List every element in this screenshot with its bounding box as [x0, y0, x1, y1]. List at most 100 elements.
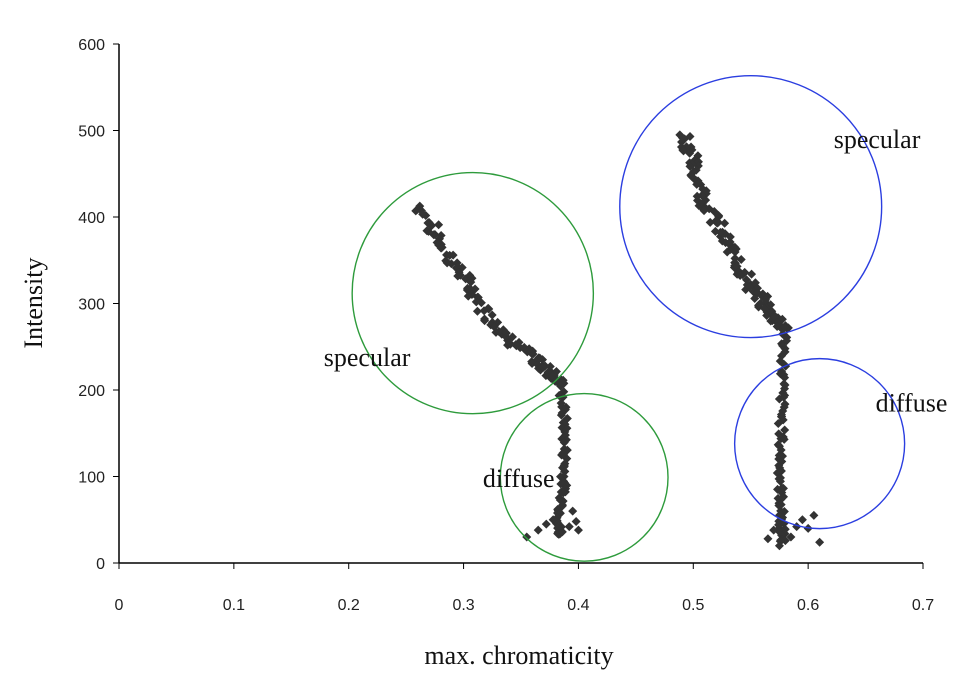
data-point: [780, 322, 790, 332]
data-point: [479, 306, 489, 316]
data-point: [735, 270, 745, 280]
data-point: [541, 519, 551, 529]
data-point: [773, 418, 783, 428]
data-point: [471, 297, 481, 307]
data-point: [774, 467, 784, 477]
x-tick-label: 0.2: [338, 597, 360, 614]
y-tick-label: 400: [78, 210, 105, 227]
data-point: [548, 515, 558, 525]
data-point: [685, 132, 695, 142]
data-point: [769, 525, 779, 535]
data-point: [762, 311, 772, 321]
data-point: [730, 247, 740, 257]
data-point: [775, 476, 785, 486]
data-point: [699, 206, 709, 216]
y-tick-label: 300: [78, 297, 105, 314]
annotation-labels: specular diffuse specular diffuse: [324, 125, 948, 493]
data-point: [573, 525, 583, 535]
data-point: [815, 537, 825, 547]
data-point: [777, 314, 787, 324]
data-point: [747, 269, 757, 279]
data-point: [472, 306, 482, 316]
data-point: [774, 541, 784, 551]
data-point: [755, 298, 765, 308]
data-point: [564, 522, 574, 532]
annotation-circles: [351, 74, 906, 562]
data-point: [750, 293, 760, 303]
data-point: [725, 232, 735, 242]
annotation-label: specular: [834, 125, 921, 154]
data-point: [437, 242, 447, 252]
data-point: [558, 500, 568, 510]
annotation-label: specular: [324, 343, 411, 372]
data-point: [494, 327, 504, 337]
axes: 0 0.1 0.2 0.3 0.4 0.5 0.6 0.7 0 100 200 300 400 500 60…: [78, 37, 934, 614]
data-point: [809, 510, 819, 520]
x-tick-label: 0: [115, 597, 124, 614]
x-tick-label: 0.3: [452, 597, 474, 614]
y-tick-label: 100: [78, 470, 105, 487]
data-point: [455, 270, 465, 280]
data-point: [558, 488, 568, 498]
x-axis-title: max. chromaticity: [424, 641, 613, 670]
annotation-circle: [619, 74, 883, 339]
data-point: [774, 394, 784, 404]
annotation-circle: [733, 357, 906, 530]
data-point: [434, 220, 444, 230]
data-points: [411, 130, 825, 551]
data-point: [736, 254, 746, 264]
x-tick-label: 0.5: [682, 597, 704, 614]
y-axis-title: Intensity: [19, 258, 48, 349]
data-point: [725, 238, 735, 248]
y-tick-label: 200: [78, 383, 105, 400]
data-point: [466, 277, 476, 287]
data-point: [568, 506, 578, 516]
data-point: [487, 310, 497, 320]
data-point: [522, 532, 532, 542]
data-point: [540, 361, 550, 371]
annotation-circle: [499, 392, 669, 562]
y-tick-label: 0: [96, 556, 105, 573]
annotation-circle: [351, 171, 595, 415]
data-point: [715, 227, 725, 237]
x-tick-label: 0.4: [567, 597, 589, 614]
data-point: [556, 472, 566, 482]
data-point: [697, 190, 707, 200]
data-point: [677, 137, 687, 147]
data-point: [534, 354, 544, 364]
data-point: [722, 247, 732, 257]
annotation-label: diffuse: [483, 464, 555, 493]
x-tick-label: 0.7: [912, 597, 934, 614]
data-point: [786, 532, 796, 542]
data-point: [763, 534, 773, 544]
annotation-label: diffuse: [876, 389, 948, 418]
data-point: [556, 410, 566, 420]
data-point: [418, 209, 428, 219]
data-point: [685, 148, 695, 158]
x-tick-label: 0.6: [797, 597, 819, 614]
data-point: [426, 220, 436, 230]
data-point: [442, 258, 452, 268]
data-point: [780, 373, 790, 383]
data-point: [559, 437, 569, 447]
data-point: [528, 349, 538, 359]
data-point: [480, 316, 490, 326]
data-point: [692, 179, 702, 189]
data-point: [413, 204, 423, 214]
data-point: [713, 217, 723, 227]
data-point: [504, 338, 514, 348]
data-point: [467, 289, 477, 299]
data-point: [429, 230, 439, 240]
x-tick-label: 0.1: [223, 597, 245, 614]
data-point: [776, 500, 786, 510]
data-point: [780, 425, 790, 435]
data-point: [511, 340, 521, 350]
data-point: [779, 434, 789, 444]
y-tick-label: 600: [78, 37, 105, 54]
data-point: [533, 525, 543, 535]
y-tick-label: 500: [78, 124, 105, 141]
data-point: [448, 250, 458, 260]
data-point: [797, 515, 807, 525]
data-point: [720, 218, 730, 228]
